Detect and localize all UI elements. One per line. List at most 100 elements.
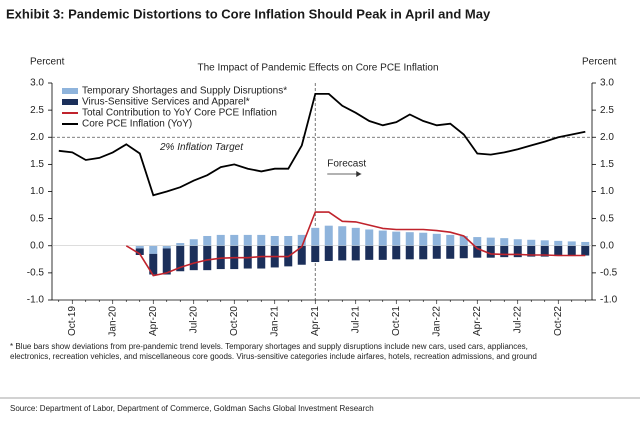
legend-label: Temporary Shortages and Supply Disruptio… [82, 86, 287, 97]
y-axis-label: Percent [30, 57, 65, 68]
x-tick-label: Jan-20 [107, 306, 118, 337]
bar [162, 245, 171, 249]
forecast-arrowhead [356, 171, 362, 177]
bar [405, 232, 414, 246]
line-series [125, 211, 586, 277]
bar [270, 235, 279, 246]
bar [459, 235, 468, 246]
x-tick-label: Oct-21 [391, 306, 402, 336]
bar [567, 245, 576, 257]
y-tick-label: 0.0 [30, 240, 44, 251]
bar [257, 234, 266, 246]
y2-tick-label: -0.5 [600, 268, 618, 279]
y2-tick-label: -1.0 [600, 295, 618, 306]
y2-tick-label: 1.5 [600, 159, 614, 170]
x-tick-label: Jul-22 [512, 306, 523, 334]
bar [230, 234, 239, 246]
bar [392, 231, 401, 246]
bar [554, 245, 563, 257]
bar [135, 248, 144, 255]
y-tick-label: 2.0 [30, 132, 44, 143]
legend-swatch [62, 99, 78, 105]
bar [203, 245, 212, 271]
y2-tick-label: 0.0 [600, 240, 614, 251]
legend-label: Total Contribution to YoY Core PCE Infla… [82, 108, 277, 119]
x-tick-label: Jul-20 [188, 306, 199, 334]
legend-label: Core PCE Inflation (YoY) [82, 119, 192, 130]
bar [189, 245, 198, 271]
forecast-label: Forecast [327, 159, 366, 170]
x-tick-label: Apr-21 [310, 306, 321, 336]
bar [581, 245, 590, 256]
bar [176, 243, 185, 246]
x-tick-label: Oct-20 [229, 306, 240, 336]
bar [486, 237, 495, 246]
bar [446, 234, 455, 246]
x-tick-label: Jan-21 [269, 306, 280, 337]
y2-axis-label: Percent [582, 57, 617, 68]
y2-tick-label: 2.0 [600, 132, 614, 143]
y2-tick-label: 2.5 [600, 105, 614, 116]
source: Source: Department of Labor, Department … [10, 404, 374, 413]
y2-tick-label: 3.0 [600, 78, 614, 89]
bar [189, 239, 198, 246]
line-series [58, 93, 586, 197]
bar [446, 245, 455, 259]
bar [338, 226, 347, 246]
y2-tick-label: 1.0 [600, 186, 614, 197]
bar [324, 225, 333, 246]
bar [500, 238, 509, 246]
bar [311, 227, 320, 246]
bar [554, 240, 563, 246]
bar [486, 245, 495, 258]
bar [311, 245, 320, 263]
bar [513, 245, 522, 258]
bar [392, 245, 401, 260]
bar [540, 240, 549, 246]
bar [135, 245, 144, 249]
bar [203, 235, 212, 246]
bar [432, 233, 441, 246]
bar [378, 230, 387, 246]
y-tick-label: 1.0 [30, 186, 44, 197]
bar [297, 234, 306, 246]
bar [378, 245, 387, 260]
bar [297, 245, 306, 265]
y-tick-label: -0.5 [27, 268, 45, 279]
bar [567, 241, 576, 246]
x-tick-label: Apr-20 [148, 306, 159, 336]
bar [162, 248, 171, 275]
bar [500, 245, 509, 258]
legend-swatch [62, 88, 78, 94]
bar [149, 253, 158, 275]
x-tick-label: Apr-22 [472, 306, 483, 336]
x-tick-label: Oct-19 [67, 306, 78, 336]
bar [405, 245, 414, 260]
bar [527, 239, 536, 246]
bar [338, 245, 347, 261]
y-tick-label: 1.5 [30, 159, 44, 170]
bar [351, 245, 360, 261]
bar [324, 245, 333, 261]
bar [216, 234, 225, 246]
x-tick-label: Jan-22 [431, 306, 442, 337]
bar [473, 237, 482, 246]
bar [149, 245, 158, 254]
y2-tick-label: 0.5 [600, 213, 614, 224]
bar [473, 245, 482, 258]
bar [419, 245, 428, 260]
bar [284, 235, 293, 246]
y-tick-label: 0.5 [30, 213, 44, 224]
bar [527, 245, 536, 257]
bar [432, 245, 441, 259]
y-tick-label: 2.5 [30, 105, 44, 116]
footnote: electronics, recreation vehicles, and mi… [10, 352, 537, 361]
legend-label: Virus-Sensitive Services and Apparel* [82, 97, 250, 108]
x-tick-label: Oct-22 [553, 306, 564, 336]
bar [419, 232, 428, 246]
bar [365, 245, 374, 260]
bar [581, 241, 590, 246]
footnote: * Blue bars show deviations from pre-pan… [10, 342, 528, 351]
bar [540, 245, 549, 257]
